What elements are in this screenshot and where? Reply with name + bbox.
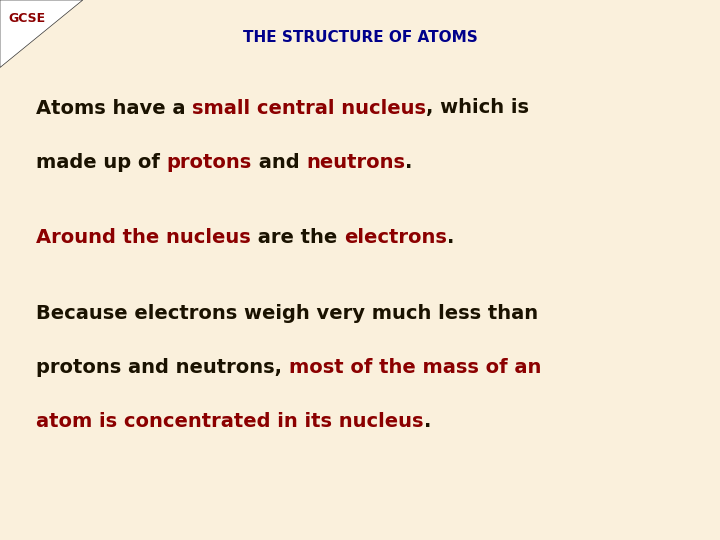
Text: .: . — [405, 152, 413, 172]
Text: are the: are the — [251, 228, 343, 247]
Polygon shape — [0, 0, 83, 68]
Text: small central nucleus: small central nucleus — [192, 98, 426, 118]
Text: neutrons: neutrons — [306, 152, 405, 172]
Text: Around the nucleus: Around the nucleus — [36, 228, 251, 247]
Text: Atoms have a: Atoms have a — [36, 98, 192, 118]
Text: protons and neutrons,: protons and neutrons, — [36, 357, 289, 377]
Text: electrons: electrons — [343, 228, 446, 247]
Text: Because electrons weigh very much less than: Because electrons weigh very much less t… — [36, 303, 538, 323]
Text: protons: protons — [166, 152, 252, 172]
Text: GCSE: GCSE — [9, 12, 46, 25]
Text: , which is: , which is — [426, 98, 529, 118]
Text: .: . — [446, 228, 454, 247]
Text: .: . — [423, 411, 431, 431]
Text: most of the mass of an: most of the mass of an — [289, 357, 541, 377]
Text: made up of: made up of — [36, 152, 166, 172]
Text: and: and — [252, 152, 306, 172]
Text: atom is concentrated in its nucleus: atom is concentrated in its nucleus — [36, 411, 423, 431]
Text: THE STRUCTURE OF ATOMS: THE STRUCTURE OF ATOMS — [243, 30, 477, 45]
